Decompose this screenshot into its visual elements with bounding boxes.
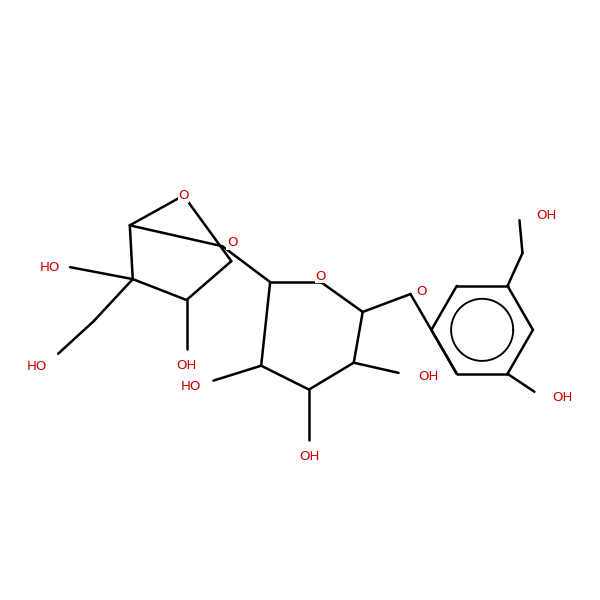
- Text: OH: OH: [536, 209, 557, 222]
- Text: OH: OH: [176, 359, 197, 372]
- Text: O: O: [227, 236, 238, 249]
- Text: HO: HO: [40, 260, 61, 274]
- Text: O: O: [178, 189, 189, 202]
- Text: OH: OH: [299, 450, 319, 463]
- Text: OH: OH: [418, 370, 439, 383]
- Text: OH: OH: [553, 391, 573, 404]
- Text: O: O: [316, 269, 326, 283]
- Text: HO: HO: [181, 380, 202, 393]
- Text: O: O: [416, 284, 427, 298]
- Text: HO: HO: [27, 361, 47, 373]
